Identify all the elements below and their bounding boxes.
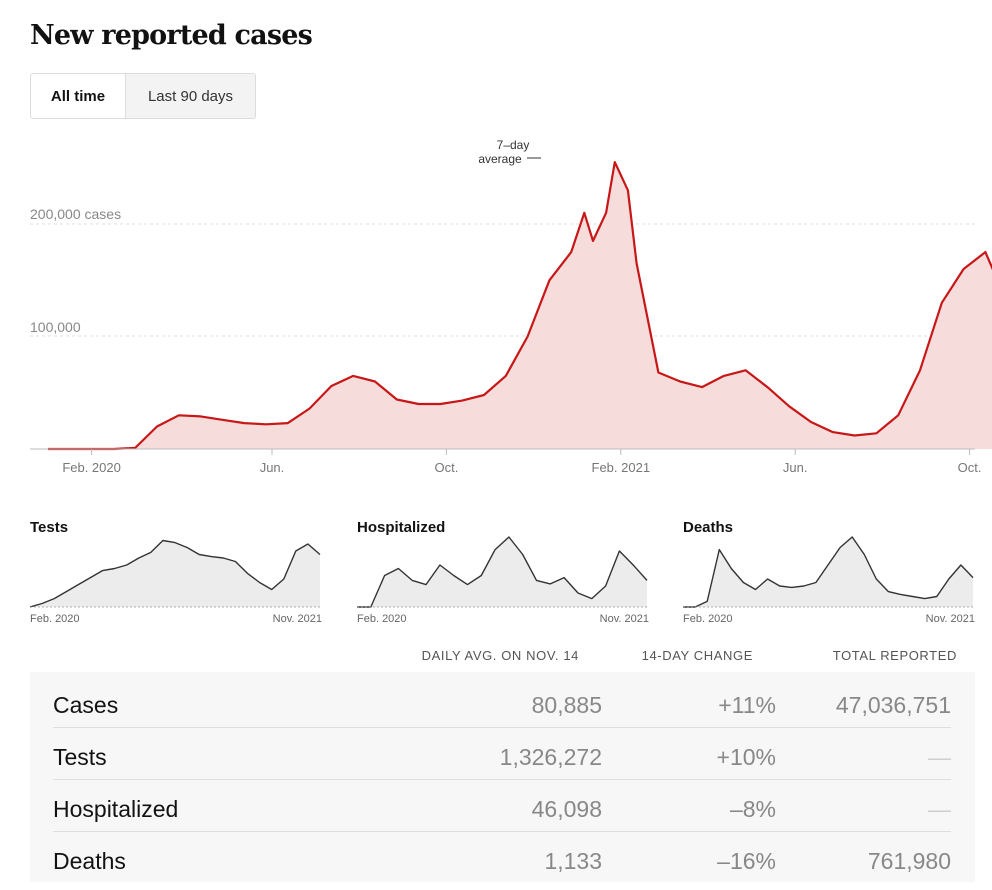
x-tick-label: Oct. [434,460,458,475]
header-14-day-change: 14-DAY CHANGE [641,648,753,663]
deaths-mini-title: Deaths [683,519,734,536]
average-annotation: 7–day average [478,138,541,166]
change-value: +11% [718,692,776,718]
mini-area [357,537,647,607]
hospitalized-mini-chart: Hospitalized Feb. 2020 Nov. 2021 [357,515,657,630]
tests-mini-chart: Tests Feb. 2020 Nov. 2021 [30,515,330,630]
cases-area [48,162,992,449]
daily-avg-value: 1,326,272 [499,744,602,770]
x-tick-label: Jun. [783,460,808,475]
y-label-100k: 100,000 [30,319,81,335]
x-tick-label: Oct. [958,460,982,475]
annotation-7-day: 7–day [497,138,530,152]
tests-mini-end-label: Nov. 2021 [272,613,322,625]
cases-line [48,161,992,451]
last-90-days-button[interactable]: Last 90 days [126,74,255,118]
time-range-toggle: All time Last 90 days [30,73,256,119]
change-value: –16% [717,848,776,874]
total-value: — [928,744,951,770]
mini-line [683,536,974,608]
total-value: 47,036,751 [835,692,951,718]
summary-table: Cases 80,885 +11% 47,036,751 Tests 1,326… [30,672,975,882]
row-label: Hospitalized [53,796,179,822]
deaths-mini-plot [683,536,974,608]
y-label-200k: 200,000 cases [30,206,121,222]
tests-mini-title: Tests [30,519,69,536]
header-total-reported: TOTAL REPORTED [832,648,957,663]
row-label: Tests [53,744,107,770]
hospitalized-mini-plot [357,536,648,608]
page-title: New reported cases [30,20,313,51]
daily-avg-value: 46,098 [531,796,602,822]
hospitalized-mini-end-label: Nov. 2021 [599,613,649,625]
daily-avg-value: 80,885 [531,692,602,718]
deaths-mini-start-label: Feb. 2020 [683,613,733,625]
table-row-cases: Cases 80,885 +11% 47,036,751 [53,676,951,728]
row-label: Cases [53,692,119,718]
tests-mini-start-label: Feb. 2020 [30,613,80,625]
annotation-average: average [478,152,522,166]
x-tick-label: Feb. 2021 [592,460,651,475]
row-label: Deaths [53,848,126,874]
all-time-button[interactable]: All time [31,74,126,118]
tests-mini-plot [30,539,321,608]
x-axis-ticks: Feb. 2020 Jun. Oct. Feb. 2021 Jun. Oct. [62,449,982,475]
change-value: +10% [716,744,776,770]
hospitalized-mini-start-label: Feb. 2020 [357,613,407,625]
deaths-mini-end-label: Nov. 2021 [925,613,975,625]
x-tick-label: Feb. 2020 [62,460,121,475]
deaths-mini-chart: Deaths Feb. 2020 Nov. 2021 [683,515,983,630]
hospitalized-mini-title: Hospitalized [357,519,446,536]
mini-line [30,539,321,608]
mini-line [357,536,648,608]
total-value: — [928,796,951,822]
gridlines [30,223,975,337]
total-value: 761,980 [867,848,951,874]
mini-area [30,540,320,607]
x-tick-label: Jun. [260,460,285,475]
header-daily-avg: DAILY AVG. ON NOV. 14 [421,648,579,663]
cases-series [48,161,992,451]
table-row-hospitalized: Hospitalized 46,098 –8% — [53,780,951,832]
table-row-tests: Tests 1,326,272 +10% — [53,728,951,780]
table-row-deaths: Deaths 1,133 –16% 761,980 [53,832,951,884]
main-cases-chart: 200,000 cases 100,000 Feb. 2020 Jun. Oct. F… [30,138,992,475]
mini-area [683,537,973,607]
daily-avg-value: 1,133 [544,848,602,874]
change-value: –8% [729,796,776,822]
